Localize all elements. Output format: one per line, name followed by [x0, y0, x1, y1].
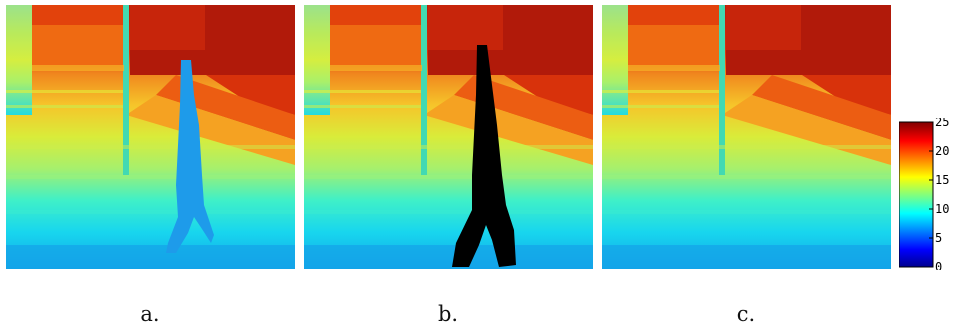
colorbar-tick-label: 5	[935, 231, 942, 245]
colorbar-tick-label: 0	[935, 260, 942, 270]
depth-panel-c	[602, 5, 891, 269]
colorbar-tick-label: 15	[935, 173, 949, 187]
colorbar-tick-label: 25	[935, 118, 949, 129]
depth-colorbar: 25 20 15 10 5 0	[899, 118, 949, 270]
colorbar-tick-label: 10	[935, 202, 949, 216]
depth-panel-a	[6, 5, 295, 269]
colorbar-gradient	[899, 121, 934, 268]
caption-b: b.	[437, 302, 459, 326]
caption-c: c.	[736, 302, 756, 326]
caption-a: a.	[140, 302, 160, 326]
depth-panel-b	[304, 5, 593, 269]
colorbar-tick-label: 20	[935, 144, 949, 158]
